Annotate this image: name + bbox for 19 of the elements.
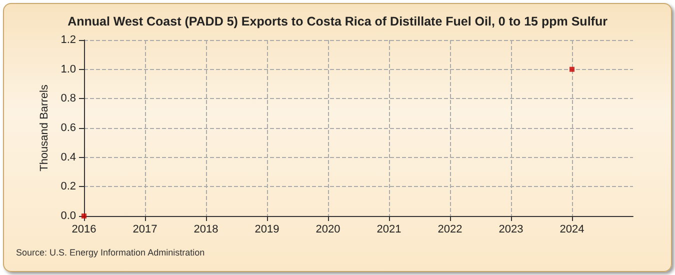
- y-tick-label: 0.2: [60, 180, 76, 193]
- source-note: Source: U.S. Energy Information Administration: [16, 248, 205, 258]
- x-tick-label: 2023: [498, 224, 524, 236]
- x-tick-label: 2018: [194, 224, 218, 236]
- x-tick-label: 2024: [560, 224, 584, 236]
- chart-title: Annual West Coast (PADD 5) Exports to Costa Rica of Distillate Fuel Oil, 0 to 15 ppm Sulfur: [68, 14, 608, 28]
- x-tick-label: 2016: [72, 224, 96, 236]
- y-tick-label: 0.8: [60, 92, 76, 105]
- x-tick-label: 2021: [376, 224, 402, 236]
- y-axis-title: Thousand Barrels: [38, 84, 50, 172]
- y-tick-label: 0.0: [60, 210, 76, 222]
- y-tick-label: 0.4: [60, 151, 76, 164]
- y-tick-label: 1.0: [60, 63, 76, 76]
- x-tick-label: 2022: [438, 224, 462, 236]
- y-tick-label: 1.2: [60, 34, 76, 46]
- y-tick-label: 0.6: [60, 122, 76, 134]
- x-tick-label: 2020: [316, 224, 340, 236]
- x-tick-label: 2019: [254, 224, 280, 236]
- x-tick-label: 2017: [132, 224, 158, 236]
